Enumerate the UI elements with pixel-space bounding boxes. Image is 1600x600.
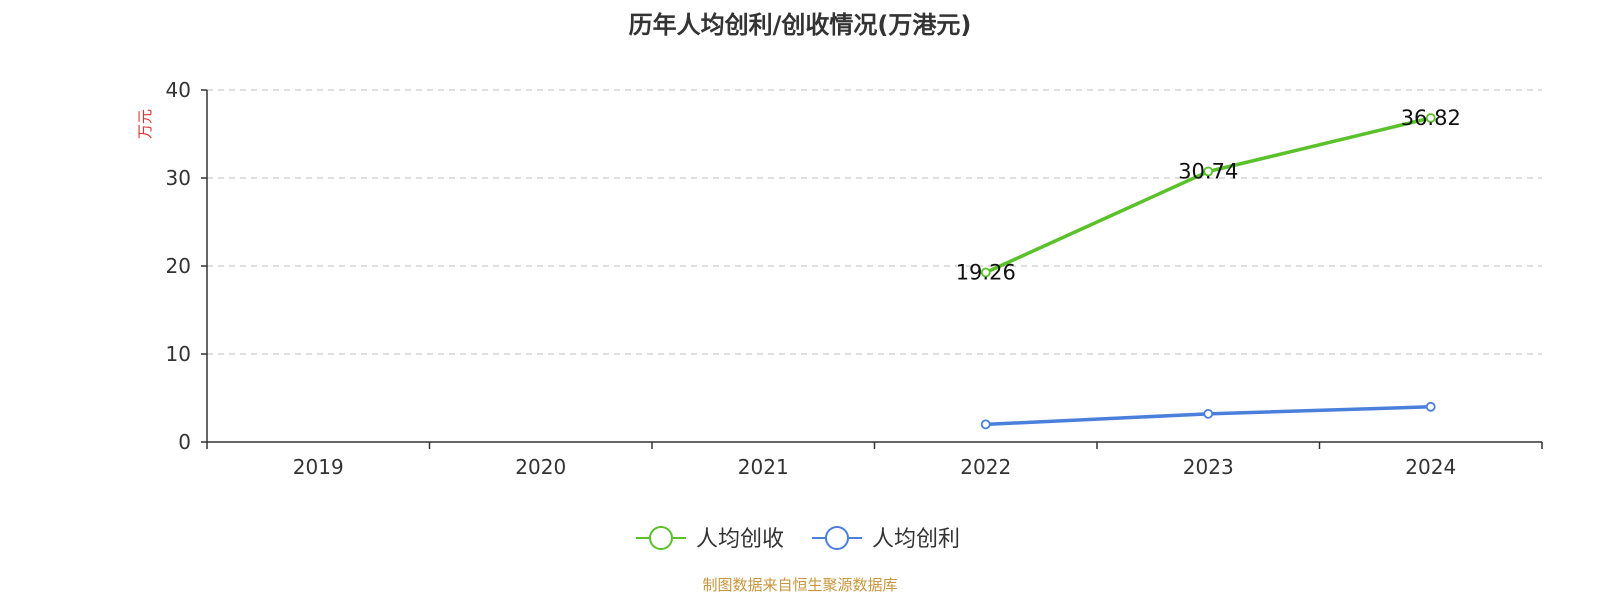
x-tick-label: 2024 — [1405, 455, 1456, 479]
data-point[interactable] — [980, 267, 991, 278]
chart-title: 历年人均创利/创收情况(万港元) — [629, 11, 972, 39]
series-line — [985, 116, 1432, 275]
grid-layer — [207, 89, 1542, 355]
legend-label: 人均创利 — [872, 527, 960, 552]
series-layer — [980, 113, 1436, 430]
data-point[interactable] — [1203, 166, 1214, 177]
data-label: 30.74 — [1178, 159, 1238, 183]
legend-item[interactable]: 人均创利 — [812, 526, 960, 552]
y-tick-label: 40 — [166, 78, 191, 102]
data-point[interactable] — [1203, 408, 1214, 419]
data-point[interactable] — [980, 419, 991, 430]
data-label: 19.26 — [956, 261, 1016, 285]
legend-marker — [825, 526, 849, 550]
y-tick-label: 20 — [166, 254, 191, 278]
x-tick-label: 2019 — [293, 455, 344, 479]
data-point[interactable] — [1425, 401, 1436, 412]
data-label: 36.82 — [1401, 106, 1461, 130]
data-point[interactable] — [1425, 113, 1436, 123]
legend-marker — [649, 526, 673, 550]
x-tick-label: 2022 — [960, 455, 1011, 479]
y-tick-label: 30 — [166, 166, 191, 190]
legend-item[interactable]: 人均创收 — [636, 526, 784, 552]
y-axis-label: 万元 — [136, 109, 154, 139]
legend-label: 人均创收 — [696, 527, 784, 552]
y-tick-label: 0 — [178, 430, 191, 454]
x-tick-label: 2021 — [738, 455, 789, 479]
x-tick-label: 2023 — [1183, 455, 1234, 479]
axis-layer: 0 10 20 30 40 2019 2020 2021 2022 2023 2024 — [166, 78, 1543, 479]
data-label-layer: 19.26 30.74 36.82 — [956, 106, 1461, 285]
y-tick-label: 10 — [166, 342, 191, 366]
data-source-note: 制图数据来自恒生聚源数据库 — [702, 576, 897, 594]
x-tick-label: 2020 — [515, 455, 566, 479]
legend[interactable]: 人均创收 人均创利 — [636, 526, 960, 552]
